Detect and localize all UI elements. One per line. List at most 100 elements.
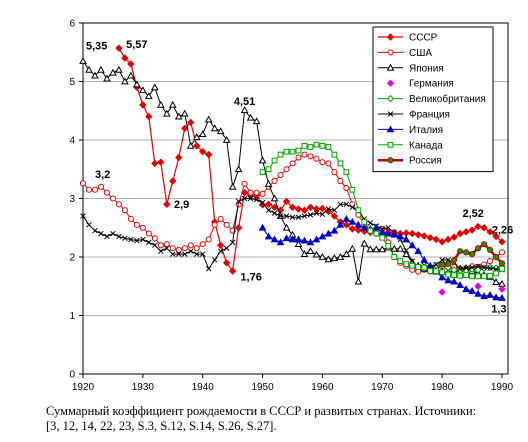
series-сша-point [325,160,332,167]
series-сша-point [319,159,326,166]
series-франция-point [140,236,146,243]
series-италия-point [384,229,393,237]
series-канада-point [325,144,332,150]
series-канада-point [337,160,344,167]
series-сша-point [307,153,314,160]
series-ссср-point [480,224,488,232]
series-италия-point [408,241,417,249]
series-канада-point [301,142,308,149]
annotations: 5,35 5,57 3,2 2,9 4,51 1,76 2,52 2,26 1,3 [86,39,513,315]
y-tick-label: 2 [69,253,75,264]
series-италия-point [468,286,476,294]
y-tick-label: 4 [69,136,75,147]
series-ссср-point [444,235,452,244]
legend-item-япония-marker [386,63,395,71]
series-франция-point [104,233,110,240]
series-италия-point [264,232,273,240]
series-канада-point [283,148,290,155]
legend-item-сша-marker [387,49,394,56]
series-ссср-point [115,44,123,52]
series-канада-point [331,151,338,158]
series-ссср-point [462,228,470,236]
series-япония-point [109,68,117,76]
series-сша-point [259,190,266,197]
series-япония-point [378,245,387,253]
series-сша-point [337,177,344,184]
series-сша-point [295,154,302,161]
annotation-label: 2,26 [492,225,513,237]
series-канада-point [433,268,440,274]
series-россия-point [463,249,470,256]
legend-item-ссср-marker [386,33,395,41]
series-сша-point [145,230,152,237]
series-италия-point [330,226,339,234]
series-сша-point [199,241,206,248]
series-франция-point [122,235,128,242]
series-италия-point [348,217,357,225]
series-франция-point [247,195,254,202]
series-италия [258,214,506,301]
series-россия-point [445,260,452,268]
series-франция-point [313,210,320,216]
series-франция-point [116,233,122,240]
series-канада-point [367,227,374,234]
series-сша-point [181,245,188,252]
annotation-label: 1,3 [491,304,506,316]
series-франция-point [475,263,481,270]
series-япония-point [342,250,351,257]
series-канада-point [493,270,499,277]
y-tick-label: 6 [69,19,75,30]
series-ссср-point [432,235,440,244]
series-сша-point [163,241,170,248]
series-франция-point [152,242,158,249]
series-ссср-point [234,224,243,232]
series-ссср-point [414,231,422,239]
series-сша-point [253,189,260,196]
legend-item-япония-label: Япония [409,63,444,74]
series-франция-point [110,230,116,237]
series-ссср-point [264,200,273,209]
legend-item-германия-marker [386,79,395,87]
series-германия-point [498,285,506,293]
series-франция-point [259,199,266,206]
series-сша-point [109,195,116,202]
series-канада-point [391,254,398,260]
series-япония-point [115,65,123,73]
series-япония-point [127,71,135,79]
series-япония-point [198,130,207,138]
series-ссср-point [348,225,357,233]
series-канада-point [445,271,452,278]
series-сша-point [205,236,212,243]
series-канада-point [307,144,314,150]
series-сша-point [498,249,506,256]
legend-item-канада-label: Канада [409,140,443,151]
series-канада-point [409,262,416,269]
series-франция-point [319,211,326,218]
series-россия-point [469,251,476,258]
series-франция-point [343,201,350,208]
series-италия-point [318,232,327,240]
series-япония-point [79,56,87,64]
series-канада-point [397,258,404,264]
x-tick-label: 1990 [491,382,514,393]
series-япония-point [258,156,267,164]
series-франция-point [331,207,338,213]
series-сша-point [486,258,494,265]
series-канада-point [295,147,302,154]
series-ссср-point [163,200,171,209]
series-канада-point [271,157,278,164]
series-франция-point [487,265,493,271]
series-канада-point [475,273,481,280]
series-сша-point [151,235,158,242]
series-ссср-point [408,229,416,238]
series-франция-point [205,265,212,272]
legend-item-россия: Россия [378,156,442,167]
series-италия-point [486,290,494,298]
series-япония-point [97,65,105,73]
legend-item-великобритания-marker [386,94,395,103]
series-япония-point [91,71,99,79]
series-сша-point [103,189,110,196]
series-япония-point [150,83,159,91]
series-сша-point [247,189,254,196]
x-tick-label: 1960 [311,382,334,393]
